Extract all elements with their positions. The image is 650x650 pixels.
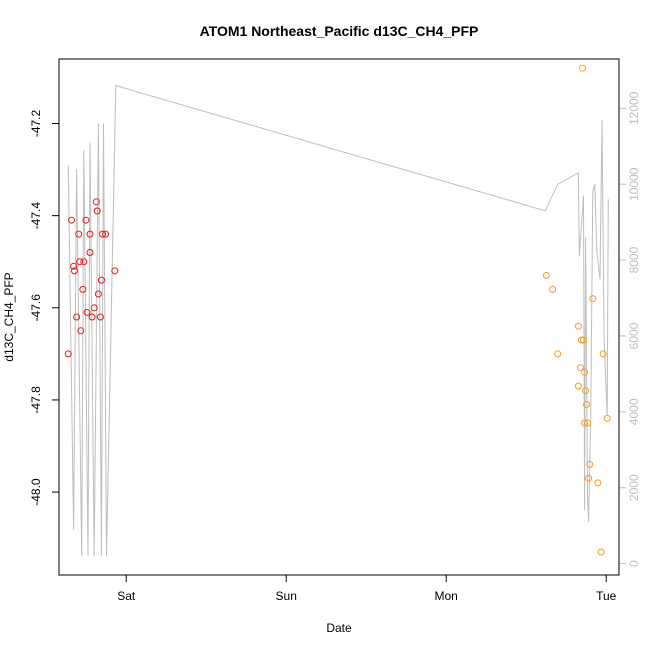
series-2-point — [582, 387, 590, 395]
series-1-point — [82, 216, 90, 224]
series-1-point — [83, 308, 91, 316]
series-1-point — [71, 267, 78, 275]
altitude-layer — [67, 84, 609, 557]
right-tick-label: 0 — [627, 560, 641, 567]
series-1-point — [75, 230, 83, 238]
y-tick-label: -47.2 — [29, 110, 43, 138]
series-2-point — [603, 414, 611, 422]
series-2-point — [577, 336, 585, 344]
series-1-point — [92, 198, 100, 206]
right-tick-label: 2000 — [627, 474, 641, 501]
series-1-point — [64, 350, 72, 358]
plot-frame — [58, 58, 620, 576]
series-1-point — [70, 262, 78, 270]
series-1-point — [73, 313, 81, 321]
right-tick-label: 6000 — [627, 322, 641, 349]
series-1-point — [94, 290, 102, 298]
y-axis-label: d13C_CH4_PFP — [2, 272, 16, 361]
series-1-point — [102, 230, 110, 238]
series-2-point — [581, 368, 589, 376]
series-1-point — [79, 285, 87, 293]
right-tick-label: 4000 — [627, 398, 641, 425]
series-1-point — [97, 276, 105, 284]
right-tick-label: 12000 — [627, 91, 641, 125]
y-tick-label: -47.6 — [29, 294, 43, 322]
x-tick-label: Sun — [276, 589, 297, 603]
series-1-point — [80, 258, 88, 266]
series-2-point — [576, 364, 584, 372]
series-2-point — [574, 322, 582, 330]
series-2-point — [599, 350, 607, 358]
series-2-point — [549, 285, 557, 293]
points-layer — [64, 64, 611, 556]
series-2-point — [585, 474, 593, 482]
chart-title: ATOM1 Northeast_Pacific d13C_CH4_PFP — [200, 23, 479, 39]
series-2-point — [579, 64, 586, 72]
series-2-point — [542, 272, 550, 279]
altitude-line — [67, 84, 609, 557]
series-1-point — [90, 304, 98, 312]
series-2-point — [574, 382, 582, 390]
series-1-point — [96, 313, 104, 321]
series-1-point — [93, 207, 101, 215]
series-2-point — [597, 548, 605, 556]
y-tick-label: -48.0 — [29, 478, 43, 506]
series-2-point — [581, 419, 589, 427]
right-tick-label: 8000 — [627, 246, 641, 273]
series-1-point — [86, 230, 94, 238]
series-1-point — [99, 230, 106, 238]
y-tick-label: -47.4 — [29, 202, 43, 230]
x-tick-label: Tue — [596, 589, 617, 603]
series-2-point — [584, 419, 592, 427]
y-tick-label: -47.8 — [29, 386, 43, 414]
series-2-point — [586, 460, 594, 468]
series-1-point — [86, 249, 94, 256]
series-2-point — [583, 401, 590, 408]
series-1-point — [88, 313, 96, 321]
series-2-point — [589, 295, 597, 303]
x-tick-label: Mon — [435, 589, 458, 603]
x-axis-label: Date — [326, 621, 352, 635]
series-1-point — [111, 267, 119, 275]
right-tick-label: 10000 — [627, 167, 641, 201]
series-1-point — [76, 258, 84, 266]
series-2-point — [580, 336, 587, 344]
series-1-point — [68, 216, 75, 224]
series-1-point — [77, 327, 85, 335]
x-tick-label: Sat — [117, 589, 136, 603]
series-2-point — [554, 350, 562, 358]
series-2-point — [594, 479, 602, 487]
